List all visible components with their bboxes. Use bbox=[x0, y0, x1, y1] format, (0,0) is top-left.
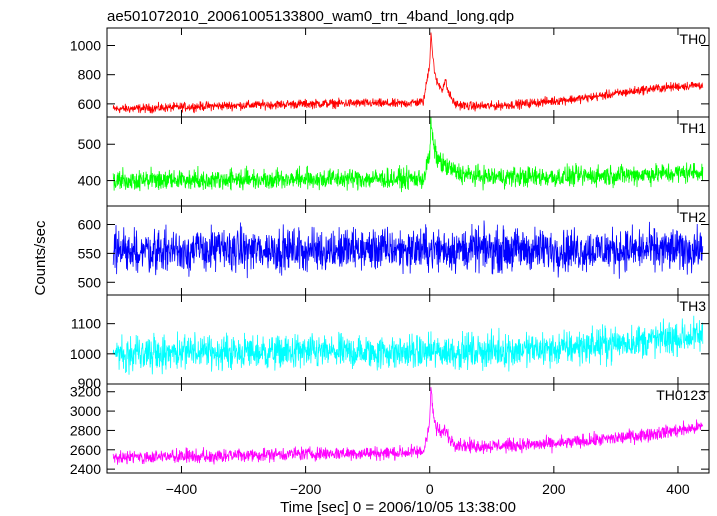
panel-label-th3: TH3 bbox=[680, 298, 707, 314]
y-tick-label: 2600 bbox=[70, 442, 101, 458]
chart-panels: 600 800 1000 TH0 400 500 TH1 500 550 600 TH2 900 100… bbox=[70, 27, 710, 497]
series-line-th0 bbox=[112, 32, 704, 114]
y-tick-label: 2800 bbox=[70, 422, 101, 438]
y-axis-label: Counts/sec bbox=[32, 220, 49, 296]
y-tick-label: 500 bbox=[78, 274, 102, 290]
panel-frame-th1 bbox=[106, 116, 710, 207]
series-line-th2 bbox=[112, 220, 704, 279]
x-tick-label: 0 bbox=[426, 481, 434, 497]
panel-frame-th0123 bbox=[106, 383, 710, 474]
y-tick-label: 600 bbox=[78, 96, 102, 112]
y-tick-label: 800 bbox=[78, 67, 102, 83]
series-line-th0123 bbox=[112, 387, 704, 465]
y-tick-label: 550 bbox=[78, 245, 102, 261]
y-tick-label: 600 bbox=[78, 216, 102, 232]
chart-title: ae501072010_20061005133800_wam0_trn_4ban… bbox=[107, 8, 514, 25]
panel-label-th0123: TH0123 bbox=[656, 387, 706, 403]
y-tick-label: 2400 bbox=[70, 461, 101, 477]
x-tick-label: −400 bbox=[166, 481, 198, 497]
y-tick-label: 500 bbox=[78, 136, 102, 152]
series-line-th3 bbox=[112, 315, 704, 375]
x-tick-label: 400 bbox=[666, 481, 690, 497]
y-tick-label: 1100 bbox=[71, 316, 101, 332]
panel-label-th0: TH0 bbox=[680, 31, 707, 47]
y-tick-label: 3000 bbox=[70, 403, 101, 419]
y-tick-label: 900 bbox=[78, 375, 102, 391]
panel-label-th1: TH1 bbox=[680, 120, 707, 136]
x-tick-label: −200 bbox=[290, 481, 322, 497]
x-tick-label: 200 bbox=[542, 481, 566, 497]
panel-label-th2: TH2 bbox=[680, 209, 707, 225]
y-tick-label: 3200 bbox=[70, 384, 101, 400]
y-tick-label: 1000 bbox=[70, 346, 101, 362]
series-line-th1 bbox=[112, 117, 704, 193]
y-tick-label: 1000 bbox=[70, 38, 101, 54]
x-axis-label: Time [sec] 0 = 2006/10/05 13:38:00 bbox=[280, 499, 516, 516]
y-tick-label: 400 bbox=[78, 173, 102, 189]
